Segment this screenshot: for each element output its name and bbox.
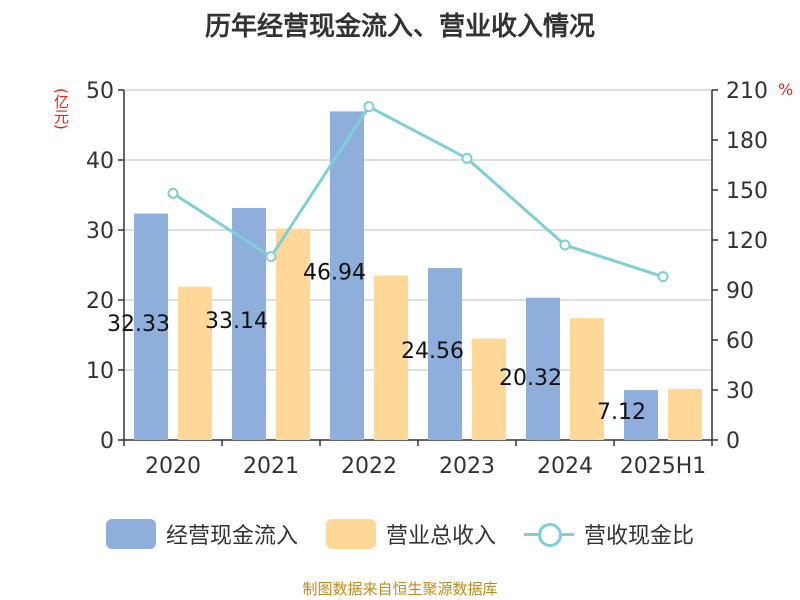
right-axis-unit: % xyxy=(778,80,794,99)
data-label-cash-inflow-2020: 32.339 xyxy=(107,312,184,337)
y-right-tick-label: 30 xyxy=(726,379,754,404)
source-footer: 制图数据来自恒生聚源数据库 xyxy=(302,580,498,598)
bar-cash-inflow-2025H1 xyxy=(624,390,658,440)
y-right-tick-label: 210 xyxy=(726,79,768,104)
bar-revenue-2021 xyxy=(276,228,310,440)
x-tick-label: 2022 xyxy=(341,454,397,479)
bar-cash-inflow-2023 xyxy=(428,268,462,440)
y-left-tick-label: 20 xyxy=(86,289,114,314)
y-right-tick-label: 150 xyxy=(726,179,768,204)
legend-item-bar-1[interactable]: 经营现金流入 xyxy=(105,518,298,550)
bar-revenue-2022 xyxy=(374,275,408,440)
chart-title: 历年经营现金流入、营业收入情况 xyxy=(204,12,595,42)
x-tick-label: 2020 xyxy=(145,454,201,479)
legend-item-bar-2[interactable]: 营业总收入 xyxy=(325,518,496,550)
y-left-tick-label: 40 xyxy=(86,149,114,174)
data-label-cash-inflow-2023: 24.563 xyxy=(401,339,478,364)
y-right-tick-label: 90 xyxy=(726,279,754,304)
line-point-2023 xyxy=(461,152,473,164)
legend-label: 经营现金流入 xyxy=(165,524,298,549)
y-left-tick-label: 10 xyxy=(86,359,114,384)
legend-swatch-revenue xyxy=(325,519,376,549)
data-label-cash-inflow-2021: 33.145 xyxy=(205,309,282,334)
data-label-cash-inflow-2024: 20.325 xyxy=(499,366,576,391)
legend-label: 营业总收入 xyxy=(385,524,496,549)
x-tick-label: 2021 xyxy=(243,454,299,479)
y-right-tick-label: 180 xyxy=(726,129,768,154)
line-point-2024 xyxy=(559,239,571,251)
legend-swatch-cash-inflow xyxy=(105,519,156,549)
legend-item-line[interactable]: 营收现金比 xyxy=(524,518,694,550)
y-left-tick-label: 30 xyxy=(86,219,114,244)
legend-label: 营收现金比 xyxy=(584,524,695,549)
line-revenue-cash-ratio xyxy=(172,104,664,279)
legend: 经营现金流入 营业总收入 营收现金比 xyxy=(0,518,800,550)
bar-revenue-2020 xyxy=(178,286,212,440)
line-point-2020 xyxy=(167,187,179,199)
x-tick-label: 2023 xyxy=(439,454,495,479)
x-tick-label: 2024 xyxy=(537,454,593,479)
line-point-2022 xyxy=(363,101,375,113)
x-tick-label: 2025H1 xyxy=(620,454,707,479)
line-point-2025H1 xyxy=(657,271,669,283)
bar-revenue-2023 xyxy=(472,338,506,440)
legend-swatch-ratio xyxy=(524,519,574,549)
y-right-tick-label: 120 xyxy=(726,229,768,254)
y-left-tick-label: 0 xyxy=(100,429,114,454)
bar-cash-inflow-2020 xyxy=(134,213,168,440)
bar-cash-inflow-2021 xyxy=(232,207,266,440)
left-axis-unit: (亿元) xyxy=(52,88,70,130)
data-label-cash-inflow-2025H1: 7.12 xyxy=(597,400,646,425)
bar-revenue-2025H1 xyxy=(668,388,702,440)
data-label-cash-inflow-2022: 46.945 xyxy=(303,261,380,286)
bar-revenue-2024 xyxy=(570,318,604,440)
bar-cash-inflow-2024 xyxy=(526,297,560,440)
line-point-2021 xyxy=(265,251,277,263)
y-right-tick-label: 60 xyxy=(726,329,754,354)
bar-cash-inflow-2022 xyxy=(330,111,364,440)
y-left-tick-label: 50 xyxy=(86,79,114,104)
y-right-tick-label: 0 xyxy=(726,429,740,454)
